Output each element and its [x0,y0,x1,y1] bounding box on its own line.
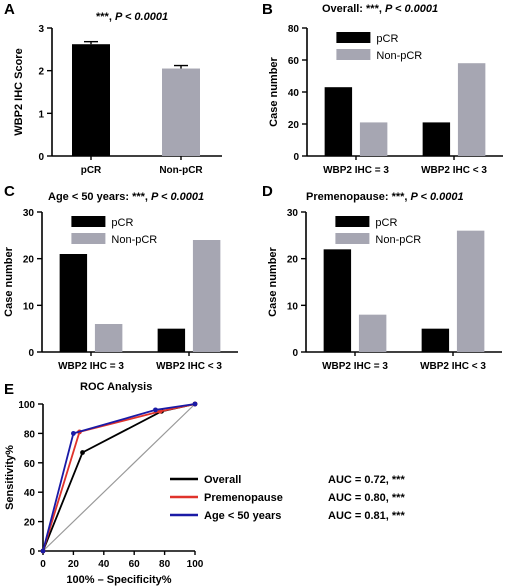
y-tick-label: 40 [288,88,300,99]
panel-label-D: D [262,183,273,200]
legend-swatch-Non-pCR [71,233,106,244]
y-tick-label: 3 [38,24,44,35]
y-tick-label: 30 [23,208,35,219]
x-tick-label: 0 [40,559,46,570]
x-tick-label: 20 [68,559,80,570]
panel-label-C: C [4,183,15,200]
x-tick-label: WBP2 IHC = 3 [322,361,388,372]
legend-swatch-pCR [336,32,371,43]
y-tick-label: 1 [38,109,44,120]
legend-label-0: Overall [204,474,241,486]
y-axis-label-D: Case number [267,246,279,316]
legend-label-Non-pCR: Non-pCR [111,234,157,246]
bar-Non-pCR-0 [94,324,123,352]
legend-label-pCR: pCR [111,217,133,229]
y-tick-label: 0 [293,152,299,163]
roc-point [80,450,85,455]
x-tick-label: 80 [159,559,171,570]
roc-point [71,431,76,436]
x-tick-label: pCR [81,165,102,176]
y-tick-label: 2 [38,67,44,78]
x-tick-label: WBP2 IHC = 3 [323,165,389,176]
y-tick-label: 20 [24,518,36,529]
bar-Non-pCR-1 [192,240,221,352]
x-tick-label: Non-pCR [159,165,203,176]
panel-title-A: ***, P < 0.0001 [96,11,168,23]
y-tick-label: 60 [24,459,36,470]
x-tick-label: WBP2 IHC < 3 [420,361,486,372]
y-tick-label: 0 [38,152,44,163]
legend-auc-1: AUC = 0.80, *** [328,492,405,504]
panel-label-A: A [4,1,15,18]
panel-E: E ROC Analysis 0 20 40 60 80 100 Sensitivity% 0 20… [4,381,405,586]
bar-pCR [72,44,110,156]
y-tick-label: 20 [288,120,300,131]
y-tick-label: 20 [287,255,299,266]
legend-swatch-pCR [335,216,370,227]
y-tick-label: 80 [24,429,36,440]
legend-swatch-Non-pCR [335,233,370,244]
roc-point [40,548,46,554]
panel-C: C Age < 50 years: ***, P < 0.0001 0 10 20 30 C… [3,183,238,372]
reference-diagonal [42,403,196,552]
y-tick-label: 10 [287,301,299,312]
bar-Non-pCR-0 [359,122,388,156]
bar-pCR-0 [59,254,88,352]
y-tick-label: 0 [29,547,35,558]
bar-Non-pCR-1 [456,230,485,352]
legend-label-pCR: pCR [376,33,398,45]
bar-pCR-1 [422,122,451,156]
x-axis-label-E: 100% – Specificity% [66,574,171,586]
y-tick-label: 40 [24,488,36,499]
x-tick-label: WBP2 IHC < 3 [421,165,487,176]
y-axis-label-B: Case number [268,56,280,126]
y-tick-label: 0 [292,348,298,359]
bar-pCR-1 [421,328,450,352]
bar-pCR-0 [323,249,352,352]
roc-point [192,401,198,407]
legend-auc-0: AUC = 0.72, *** [328,474,405,486]
x-tick-label: 40 [98,559,110,570]
y-axis-label-E: Sensitivity% [4,445,16,510]
y-tick-label: 30 [287,208,299,219]
x-tick-label: 100 [187,559,204,570]
panel-D: D Premenopause: ***, P < 0.0001 0 10 20 30 Cas… [262,183,502,372]
panel-B: B Overall: ***, P < 0.0001 0 20 40 60 80 Case n… [262,1,503,176]
panel-label-B: B [262,1,273,18]
bar-pCR-0 [324,87,353,156]
y-tick-label: 60 [288,56,300,67]
roc-line-1 [42,403,196,552]
panel-title-C: Age < 50 years: ***, P < 0.0001 [48,191,204,203]
legend-swatch-pCR [71,216,106,227]
legend-swatch-Non-pCR [336,49,371,60]
legend-label-pCR: pCR [375,217,397,229]
panel-title-E: ROC Analysis [80,381,152,393]
legend-label-1: Premenopause [204,492,283,504]
panel-title-D: Premenopause: ***, P < 0.0001 [306,191,464,203]
roc-line-2 [42,403,196,552]
y-axis-label-C: Case number [3,246,15,316]
panel-title-B: Overall: ***, P < 0.0001 [322,3,438,15]
bar-Non-pCR [162,68,200,156]
y-tick-label: 100 [18,400,35,411]
y-tick-label: 0 [28,348,34,359]
x-tick-label: 60 [129,559,141,570]
legend-label-Non-pCR: Non-pCR [376,50,422,62]
y-axis-label-A: WBP2 IHC Score [13,48,25,135]
legend-label-Non-pCR: Non-pCR [375,234,421,246]
roc-point [153,407,158,413]
x-tick-label: WBP2 IHC < 3 [156,361,222,372]
y-tick-label: 20 [23,255,35,266]
bar-Non-pCR-0 [358,314,387,352]
legend-auc-2: AUC = 0.81, *** [328,510,405,522]
panel-A: A ***, P < 0.0001 0 1 2 3 WBP2 IHC Score pCR Non… [4,1,222,176]
panel-label-E: E [4,381,14,398]
bar-Non-pCR-1 [457,63,486,157]
x-tick-label: WBP2 IHC = 3 [58,361,124,372]
bar-pCR-1 [157,328,186,352]
legend-label-2: Age < 50 years [204,510,281,522]
y-tick-label: 10 [23,301,35,312]
y-tick-label: 80 [288,24,300,35]
